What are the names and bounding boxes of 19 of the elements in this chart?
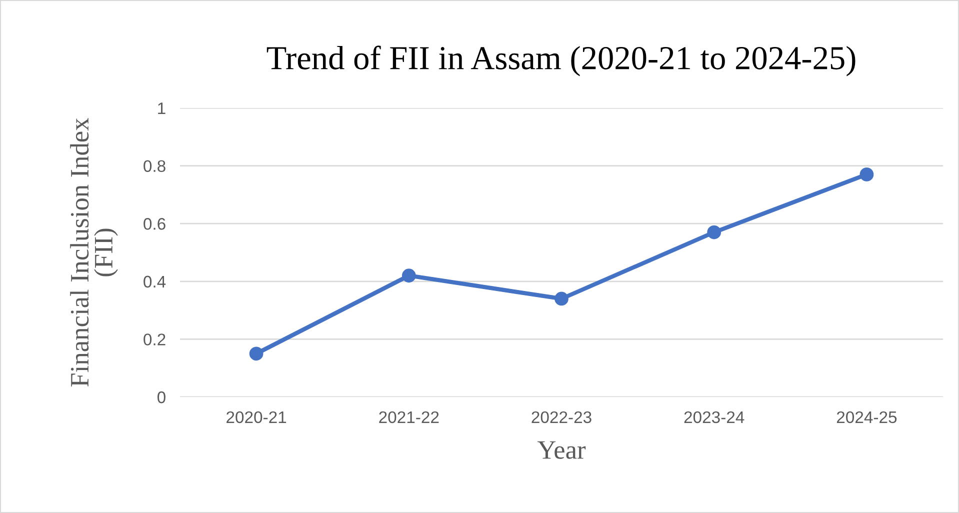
x-tick-label: 2022-23 [532,411,592,424]
x-tick-label: 2023-24 [684,411,744,424]
y-axis-title: Financial Inclusion Index (FII) [70,118,118,387]
x-tick-label: 2020-21 [226,411,286,424]
y-tick-label: 0.8 [144,160,166,172]
y-tick-label: 1 [158,102,166,114]
point [249,346,264,361]
y-tick-label: 0.4 [144,276,166,288]
x-tick-label: 2024-25 [836,411,897,424]
point [707,225,722,240]
x-tick-label: 2021-22 [379,411,439,424]
point [554,292,568,306]
y-tick-label: 0 [157,391,166,404]
point [402,268,416,283]
y-tick-label: 0.2 [144,334,166,346]
y-tick-label: 0.6 [144,218,166,230]
point [860,168,874,182]
chart-title: Trend of FII in Assam (2020-21 to 2024-25) [266,46,856,76]
x-axis-title: Year [537,441,586,459]
